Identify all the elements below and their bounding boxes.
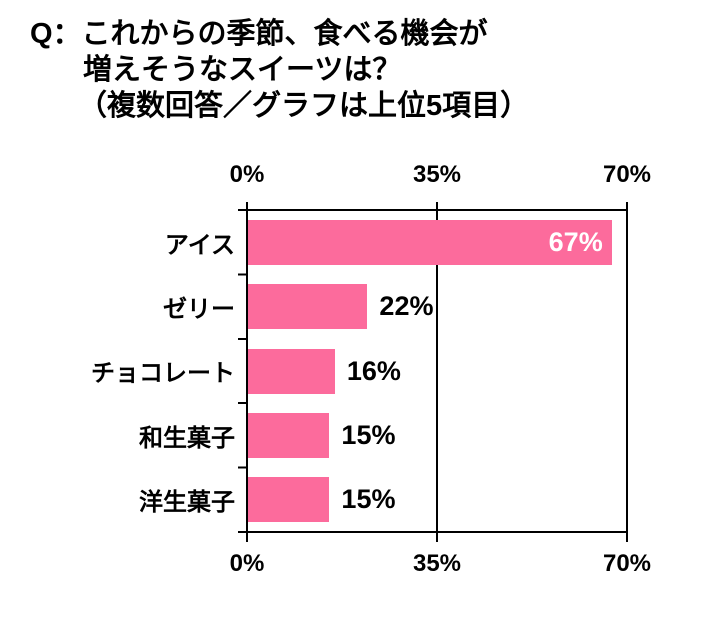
bar-value-label: 16% (346, 355, 401, 386)
x-tick-label: 35% (412, 550, 462, 577)
bar (248, 412, 330, 458)
bar-value-label: 67% (548, 226, 603, 257)
x-tick-label: 0% (229, 161, 265, 188)
title-line-1: Q：これからの季節、食べる機会が (30, 18, 488, 50)
x-tick-label: 0% (229, 550, 265, 577)
x-tick-label: 35% (412, 161, 462, 188)
x-tick-label: 70% (602, 161, 652, 188)
bar-value-label: 22% (379, 291, 434, 322)
bar: 67% (248, 219, 612, 265)
title-line-3: （複数回答／グラフは上位5項目） (78, 90, 530, 122)
x-axis-top: 0% 35% 70% (0, 161, 707, 189)
category-label: 和生菓子 (139, 424, 235, 452)
bar-value-label: 15% (341, 419, 396, 450)
category-label: ゼリー (163, 296, 235, 324)
bar-value-label: 15% (341, 484, 396, 515)
category-label: チョコレート (91, 360, 235, 388)
x-tick-label: 70% (602, 550, 652, 577)
category-label: 洋生菓子 (139, 489, 235, 517)
x-axis-bottom: 0% 35% 70% (0, 550, 707, 578)
bar (248, 284, 368, 330)
category-label: アイス (164, 231, 235, 259)
bar (248, 477, 330, 523)
title-line-2: 増えそうなスイーツは？ (83, 54, 402, 86)
chart-title: Q：これからの季節、食べる機会が 増えそうなスイーツは？ （複数回答／グラフは上… (30, 16, 529, 124)
bar (248, 348, 335, 394)
